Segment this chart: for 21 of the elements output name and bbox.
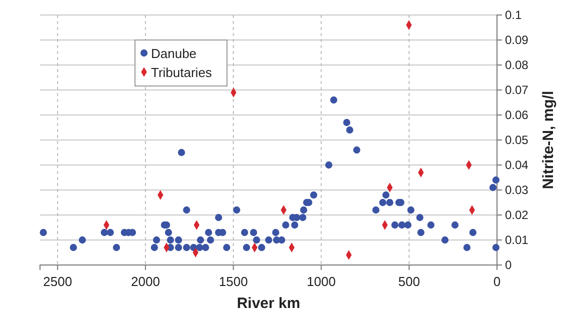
y-tick-label: 0.03 <box>505 182 529 197</box>
y-tick-label: 0.05 <box>505 132 529 147</box>
legend-label: Danube <box>151 46 197 61</box>
y-tick-label: 0.04 <box>505 158 529 172</box>
x-axis-title: River km <box>236 295 300 312</box>
y-tick-label: 0.06 <box>505 108 529 122</box>
y-tick-label: 0.08 <box>505 58 529 72</box>
x-tick-label: 1500 <box>218 274 248 289</box>
y-tick-label: 0.1 <box>505 8 522 22</box>
x-tick-label: 0 <box>493 274 501 289</box>
x-tick-label: 2000 <box>131 274 160 289</box>
y-axis-title: Nitrite-N, mg/l <box>540 90 557 190</box>
y-tick-label: 0.09 <box>505 32 529 47</box>
y-tick-label: 0 <box>505 258 512 272</box>
y-tick-label: 0.02 <box>505 208 529 222</box>
x-tick-label: 500 <box>398 274 420 289</box>
x-tick-label: 1000 <box>306 274 336 289</box>
y-tick-label: 0.07 <box>505 82 529 97</box>
x-tick-label: 2500 <box>43 274 72 289</box>
y-tick-label: 0.01 <box>505 232 529 247</box>
legend-label: Tributaries <box>151 65 212 80</box>
